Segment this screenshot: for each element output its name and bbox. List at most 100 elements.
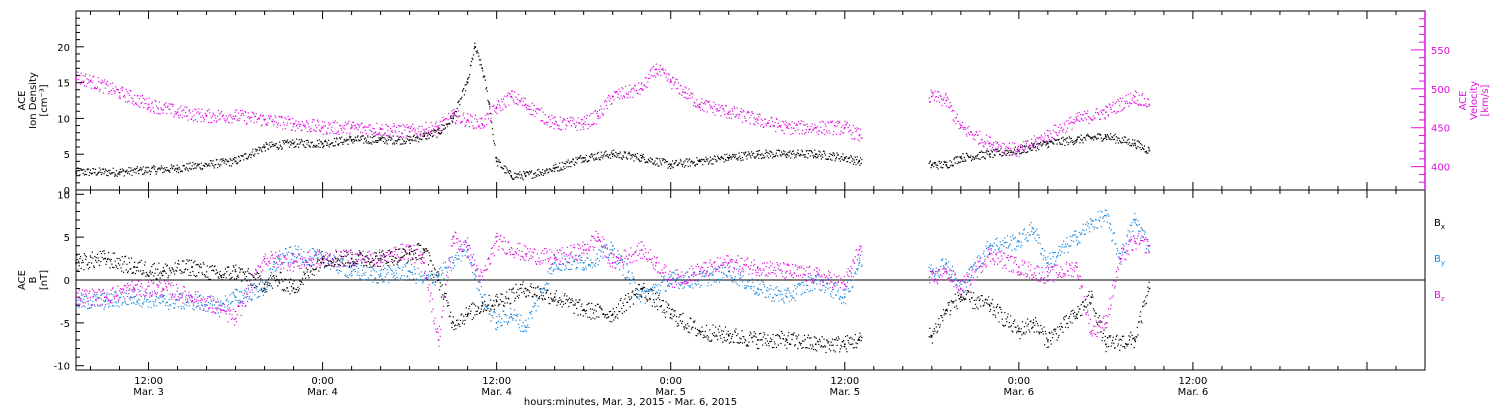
by-point	[226, 308, 229, 310]
velocity-point	[131, 102, 133, 104]
velocity-point	[707, 100, 709, 103]
by-point	[398, 279, 400, 281]
by-point	[982, 263, 984, 265]
velocity-point	[630, 89, 633, 91]
density-point	[996, 150, 998, 152]
velocity-point	[557, 127, 559, 130]
velocity-point	[1036, 146, 1039, 148]
by-point	[807, 276, 809, 278]
velocity-point	[839, 133, 841, 135]
density-point	[1089, 135, 1091, 138]
by-point	[967, 281, 969, 283]
by-point	[171, 295, 173, 297]
velocity-point	[119, 97, 121, 99]
density-point	[141, 173, 144, 175]
density-point	[749, 152, 751, 155]
density-point	[1047, 147, 1049, 149]
density-point	[252, 148, 254, 150]
density-point	[763, 157, 765, 159]
by-point	[831, 288, 834, 290]
by-point	[593, 249, 595, 251]
density-point	[1051, 142, 1054, 144]
velocity-point	[395, 131, 397, 134]
velocity-point	[256, 118, 259, 121]
density-point	[123, 169, 125, 171]
by-point	[442, 262, 445, 264]
by-point	[178, 293, 180, 295]
velocity-point	[980, 139, 982, 141]
velocity-point	[397, 124, 400, 127]
by-point	[271, 268, 274, 271]
velocity-point	[778, 125, 780, 127]
velocity-point	[369, 129, 371, 131]
velocity-point	[1059, 130, 1061, 132]
density-point	[199, 167, 201, 169]
velocity-point	[198, 108, 200, 110]
by-point	[318, 253, 320, 255]
density-point	[993, 154, 996, 156]
velocity-point	[820, 131, 823, 133]
velocity-point	[625, 85, 627, 87]
velocity-point	[1029, 144, 1031, 146]
by-point	[996, 237, 998, 239]
velocity-point	[1054, 131, 1056, 133]
density-point	[781, 154, 783, 156]
velocity-point	[1036, 137, 1038, 139]
velocity-point	[209, 122, 212, 124]
by-point	[190, 294, 192, 296]
by-point	[366, 266, 368, 268]
density-point	[410, 139, 413, 141]
velocity-point	[241, 109, 244, 111]
density-point	[734, 155, 736, 157]
density-point	[255, 150, 257, 152]
density-point	[421, 138, 423, 141]
density-point	[425, 132, 428, 134]
velocity-point	[168, 108, 170, 110]
by-point	[1050, 263, 1052, 265]
by-point	[859, 259, 861, 262]
velocity-point	[859, 133, 861, 136]
velocity-point	[572, 118, 574, 120]
velocity-point	[575, 125, 577, 127]
velocity-point	[930, 89, 932, 91]
velocity-point	[199, 112, 201, 114]
velocity-point	[1028, 146, 1030, 148]
by-point	[933, 271, 935, 274]
density-point	[498, 159, 500, 161]
density-point	[1143, 145, 1146, 147]
density-point	[469, 74, 471, 76]
by-point	[719, 281, 721, 283]
bottom-left-axis-label-line-1: ACE	[17, 270, 28, 290]
by-point	[613, 254, 615, 256]
velocity-point	[453, 108, 455, 111]
by-point	[939, 274, 941, 276]
by-point	[110, 293, 112, 295]
velocity-point	[539, 109, 541, 111]
velocity-point	[236, 119, 238, 122]
velocity-point	[796, 124, 798, 126]
velocity-point	[243, 114, 245, 116]
velocity-point	[663, 72, 665, 74]
velocity-point	[632, 96, 634, 98]
by-point	[162, 300, 164, 303]
velocity-point	[934, 90, 936, 92]
velocity-point	[362, 127, 364, 129]
velocity-point	[1031, 144, 1033, 147]
velocity-point	[1074, 122, 1076, 124]
velocity-point	[490, 117, 492, 119]
velocity-point	[287, 115, 289, 118]
velocity-point	[324, 121, 326, 123]
density-point	[605, 150, 607, 152]
velocity-point	[991, 144, 993, 146]
density-point	[526, 171, 528, 174]
density-point	[775, 152, 777, 154]
by-point	[180, 305, 182, 308]
by-point	[107, 303, 109, 305]
density-point	[1031, 142, 1033, 144]
velocity-point	[442, 119, 445, 122]
density-point	[846, 161, 848, 163]
density-point	[657, 165, 659, 167]
density-point	[325, 141, 327, 143]
velocity-point	[704, 103, 706, 105]
density-point	[708, 162, 710, 164]
